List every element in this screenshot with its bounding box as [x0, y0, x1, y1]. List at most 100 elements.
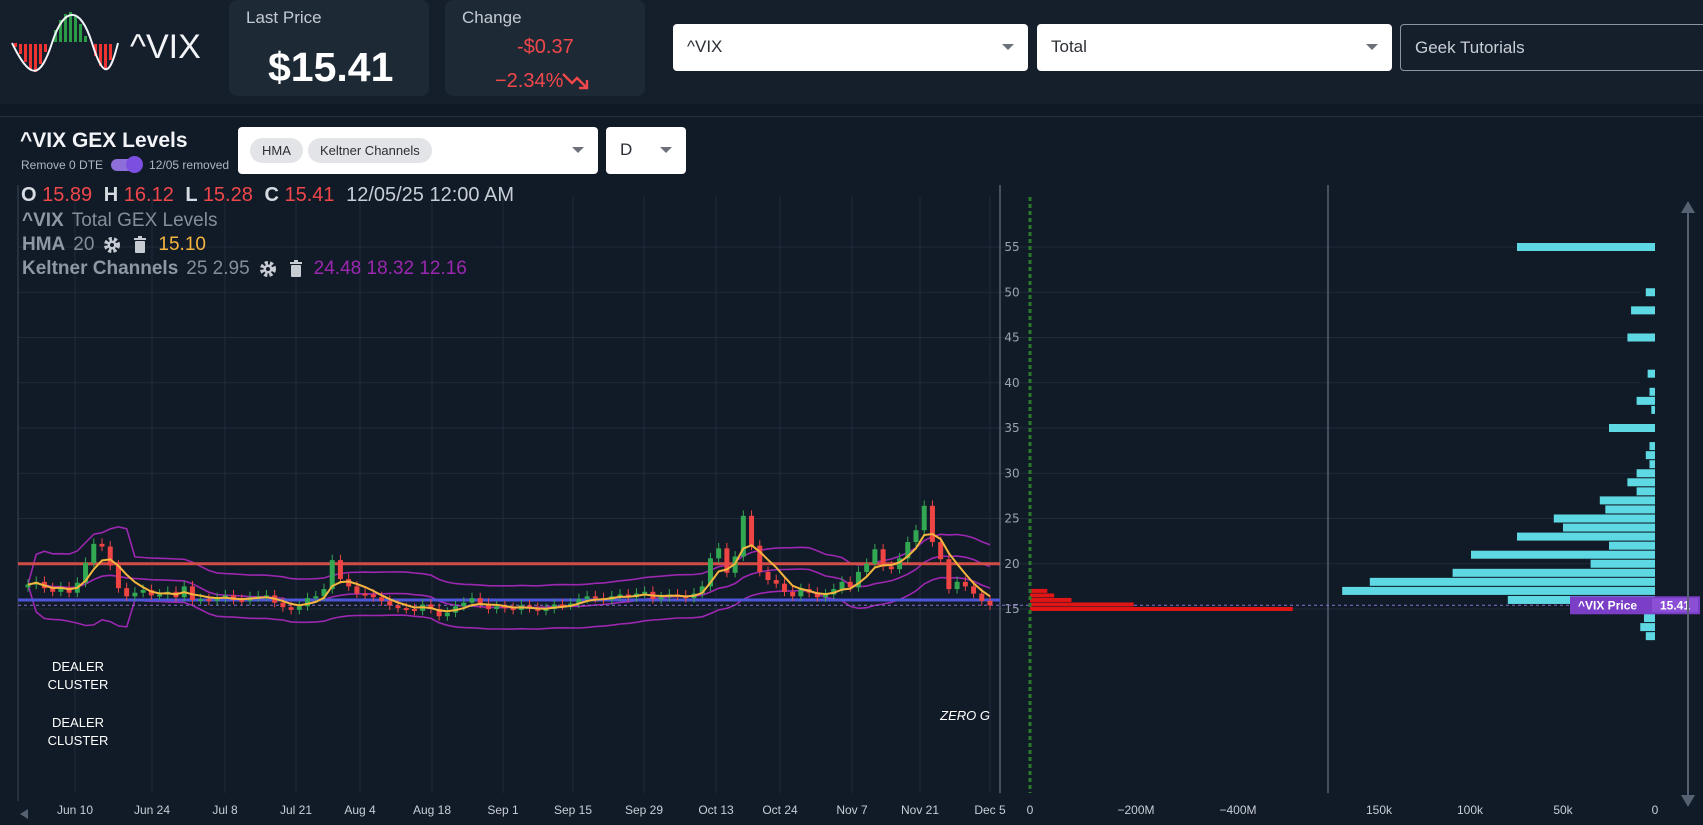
- candle: [880, 549, 886, 567]
- toggle-knob: [126, 156, 144, 173]
- y-tick-label: 45: [1004, 331, 1019, 345]
- candle: [971, 586, 977, 594]
- oi-bar: [1636, 487, 1655, 496]
- candle: [444, 612, 450, 617]
- candle: [946, 559, 952, 590]
- candle: [132, 592, 138, 597]
- x-tick-label: Oct 24: [762, 803, 798, 817]
- dealer-cluster-label: CLUSTER: [48, 677, 109, 692]
- oi-bar: [1563, 523, 1655, 532]
- gex-bar-negative: [1030, 607, 1293, 611]
- x-tick-label: Dec 5: [974, 803, 1006, 817]
- oi-bar: [1517, 532, 1655, 541]
- candle: [354, 586, 360, 594]
- logo-wave: [11, 12, 119, 72]
- gex-bar-negative: [1030, 593, 1055, 598]
- x-tick-label: 0: [1027, 803, 1034, 817]
- candle: [157, 594, 163, 597]
- last-price-label: Last Price: [246, 8, 322, 27]
- oi-bar: [1647, 369, 1655, 378]
- open-value: 15.89: [42, 184, 93, 206]
- chevron-down-icon: [1002, 44, 1014, 50]
- chevron-down-icon: [1366, 44, 1378, 50]
- oi-bar: [1599, 496, 1655, 505]
- indicator-chip-keltner[interactable]: Keltner Channels: [308, 138, 432, 163]
- candle: [888, 566, 894, 570]
- candle: [296, 606, 302, 610]
- x-tick-label: Jul 21: [280, 803, 312, 817]
- candle: [814, 592, 820, 598]
- gear-icon[interactable]: [258, 259, 278, 279]
- candle: [115, 565, 121, 589]
- last-price-value: $15.41: [268, 44, 394, 90]
- candle: [99, 543, 105, 547]
- indicator-select[interactable]: HMA Keltner Channels: [238, 127, 598, 174]
- candle: [321, 589, 327, 597]
- candle: [913, 530, 919, 543]
- remove-0dte-toggle[interactable]: [111, 156, 144, 173]
- last-price-card: Last Price $15.41: [229, 0, 429, 96]
- x-tick-label: Jun 24: [134, 803, 170, 817]
- candle: [699, 586, 705, 594]
- oi-bar: [1627, 478, 1655, 487]
- x-tick-label: Sep 1: [487, 803, 519, 817]
- candle: [954, 581, 960, 590]
- panel-title: ^VIX GEX Levels: [20, 129, 188, 152]
- oi-bar: [1643, 614, 1655, 623]
- oi-bar: [1649, 442, 1655, 451]
- oi-bar: [1609, 541, 1655, 550]
- high-label: H: [103, 184, 119, 206]
- candle: [757, 545, 763, 572]
- candle: [790, 591, 796, 597]
- gex-mode-select[interactable]: Total: [1037, 24, 1392, 71]
- chevron-down-icon: [572, 147, 584, 153]
- candle: [477, 598, 483, 604]
- candle: [395, 605, 401, 609]
- candle: [91, 543, 97, 563]
- price-tag-value-box: [1652, 598, 1698, 613]
- trend-down-icon: [562, 73, 589, 90]
- candle: [559, 604, 565, 607]
- candle: [724, 548, 730, 573]
- app-logo: [11, 12, 119, 72]
- indicator-chip-hma[interactable]: HMA: [250, 138, 303, 163]
- gex-bar-negative: [1030, 597, 1072, 602]
- candle: [140, 589, 146, 593]
- hma-label: HMA: [22, 234, 66, 255]
- gear-icon[interactable]: [102, 235, 122, 255]
- candle: [58, 587, 64, 592]
- gex-chart[interactable]: 15 20 25 30 35 40 45 50 55 Jun 10 Jun 24 Jul 8 Jul 2…: [0, 117, 1703, 825]
- candle: [568, 603, 574, 606]
- trash-icon[interactable]: [130, 235, 150, 255]
- candle: [798, 589, 804, 597]
- candle: [987, 600, 993, 606]
- candle: [206, 599, 212, 602]
- tutorials-select[interactable]: Geek Tutorials: [1400, 24, 1703, 71]
- candle: [329, 560, 335, 590]
- ohlc-datetime: 12/05/25 12:00 AM: [346, 184, 514, 206]
- hma-value: 15.10: [158, 234, 206, 255]
- oi-bar: [1605, 505, 1655, 514]
- y-tick-label: 50: [1004, 285, 1019, 299]
- candle: [617, 594, 623, 597]
- candle: [765, 571, 771, 581]
- trash-icon[interactable]: [286, 259, 306, 279]
- timeframe-select[interactable]: D: [606, 127, 686, 174]
- candle: [592, 596, 598, 599]
- oi-bar: [1590, 559, 1655, 568]
- candle: [214, 598, 220, 601]
- candle: [148, 589, 154, 596]
- ticker-symbol: ^VIX: [130, 28, 201, 66]
- candle: [847, 581, 853, 588]
- candle: [839, 581, 845, 590]
- hma-legend: HMA 20 15.10: [22, 234, 206, 256]
- x-tick-label: −400M: [1219, 803, 1256, 817]
- price-tag-label: ^VIX Price: [1578, 598, 1637, 612]
- scroll-left-icon: [20, 809, 28, 819]
- keltner-legend: Keltner Channels 25 2.95 24.48 18.32 12.…: [22, 258, 467, 280]
- keltner-label: Keltner Channels: [22, 258, 179, 279]
- y-tick-label: 35: [1004, 421, 1019, 435]
- candle: [642, 591, 648, 594]
- symbol-select[interactable]: ^VIX: [673, 24, 1028, 71]
- low-label: L: [185, 184, 198, 206]
